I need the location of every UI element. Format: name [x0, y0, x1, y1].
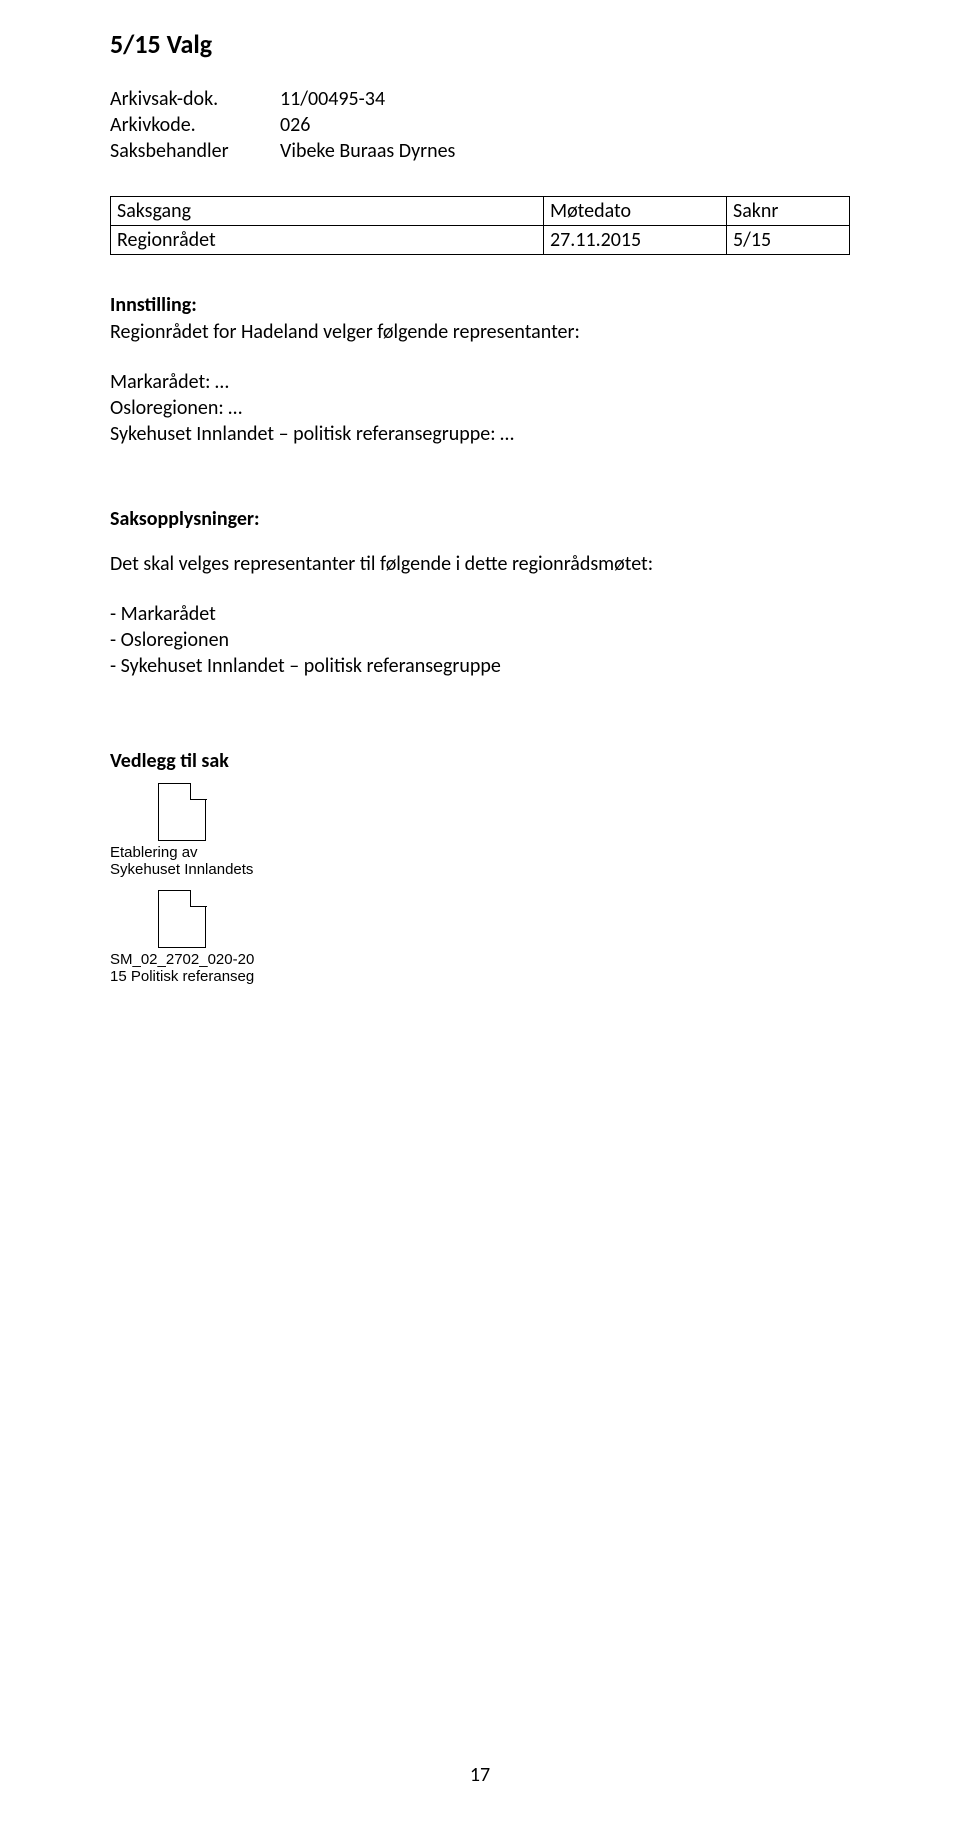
saksopplysninger-heading: Saksopplysninger:: [110, 507, 850, 531]
vedlegg-section: Vedlegg til sak Etablering av Sykehuset …: [110, 749, 850, 985]
meta-row-saksbehandler: Saksbehandler Vibeke Buraas Dyrnes: [110, 138, 850, 164]
saksbehandler-label: Saksbehandler: [110, 138, 280, 164]
table-row: Saksgang Møtedato Saknr: [111, 197, 850, 226]
cell-saknr: 5/15: [727, 226, 850, 255]
vedlegg-heading: Vedlegg til sak: [110, 749, 850, 773]
arkivsak-label: Arkivsak-dok.: [110, 86, 280, 112]
cell-motedato: 27.11.2015: [544, 226, 727, 255]
meta-row-arkivsak: Arkivsak-dok. 11/00495-34: [110, 86, 850, 112]
saksbehandler-value: Vibeke Buraas Dyrnes: [280, 138, 455, 164]
file-icon: [158, 890, 206, 948]
arkivsak-value: 11/00495-34: [280, 86, 385, 112]
col-motedato-header: Møtedato: [544, 197, 727, 226]
page-title: 5/15 Valg: [110, 28, 850, 60]
saksopplysninger-text: Det skal velges representanter til følge…: [110, 551, 850, 577]
arkivkode-value: 026: [280, 112, 310, 138]
attachment-item: Etablering av Sykehuset Innlandets: [110, 783, 850, 878]
list-item: - Sykehuset Innlandet – politisk referan…: [110, 653, 850, 679]
cell-saksgang: Regionrådet: [111, 226, 544, 255]
list-item: Osloregionen: …: [110, 395, 850, 421]
innstilling-heading: Innstilling:: [110, 293, 850, 317]
attachment-item: SM_02_2702_020-20 15 Politisk referanseg: [110, 890, 850, 985]
meta-row-arkivkode: Arkivkode. 026: [110, 112, 850, 138]
list-item: - Osloregionen: [110, 627, 850, 653]
saksgang-table: Saksgang Møtedato Saknr Regionrådet 27.1…: [110, 196, 850, 255]
list-item: - Markarådet: [110, 601, 850, 627]
attachment-label: Etablering av Sykehuset Innlandets: [110, 845, 253, 878]
innstilling-list: Markarådet: … Osloregionen: … Sykehuset …: [110, 369, 850, 447]
saksopplysninger-list: - Markarådet - Osloregionen - Sykehuset …: [110, 601, 850, 679]
file-icon: [158, 783, 206, 841]
table-row: Regionrådet 27.11.2015 5/15: [111, 226, 850, 255]
document-page: 5/15 Valg Arkivsak-dok. 11/00495-34 Arki…: [0, 0, 960, 1827]
list-item: Markarådet: …: [110, 369, 850, 395]
attachment-label: SM_02_2702_020-20 15 Politisk referanseg: [110, 952, 254, 985]
saksopplysninger-section: Saksopplysninger: Det skal velges repres…: [110, 507, 850, 679]
meta-block: Arkivsak-dok. 11/00495-34 Arkivkode. 026…: [110, 86, 850, 164]
col-saksgang-header: Saksgang: [111, 197, 544, 226]
col-saknr-header: Saknr: [727, 197, 850, 226]
innstilling-section: Innstilling: Regionrådet for Hadeland ve…: [110, 293, 850, 447]
innstilling-text: Regionrådet for Hadeland velger følgende…: [110, 319, 850, 345]
page-number: 17: [0, 1763, 960, 1787]
arkivkode-label: Arkivkode.: [110, 112, 280, 138]
list-item: Sykehuset Innlandet – politisk referanse…: [110, 421, 850, 447]
